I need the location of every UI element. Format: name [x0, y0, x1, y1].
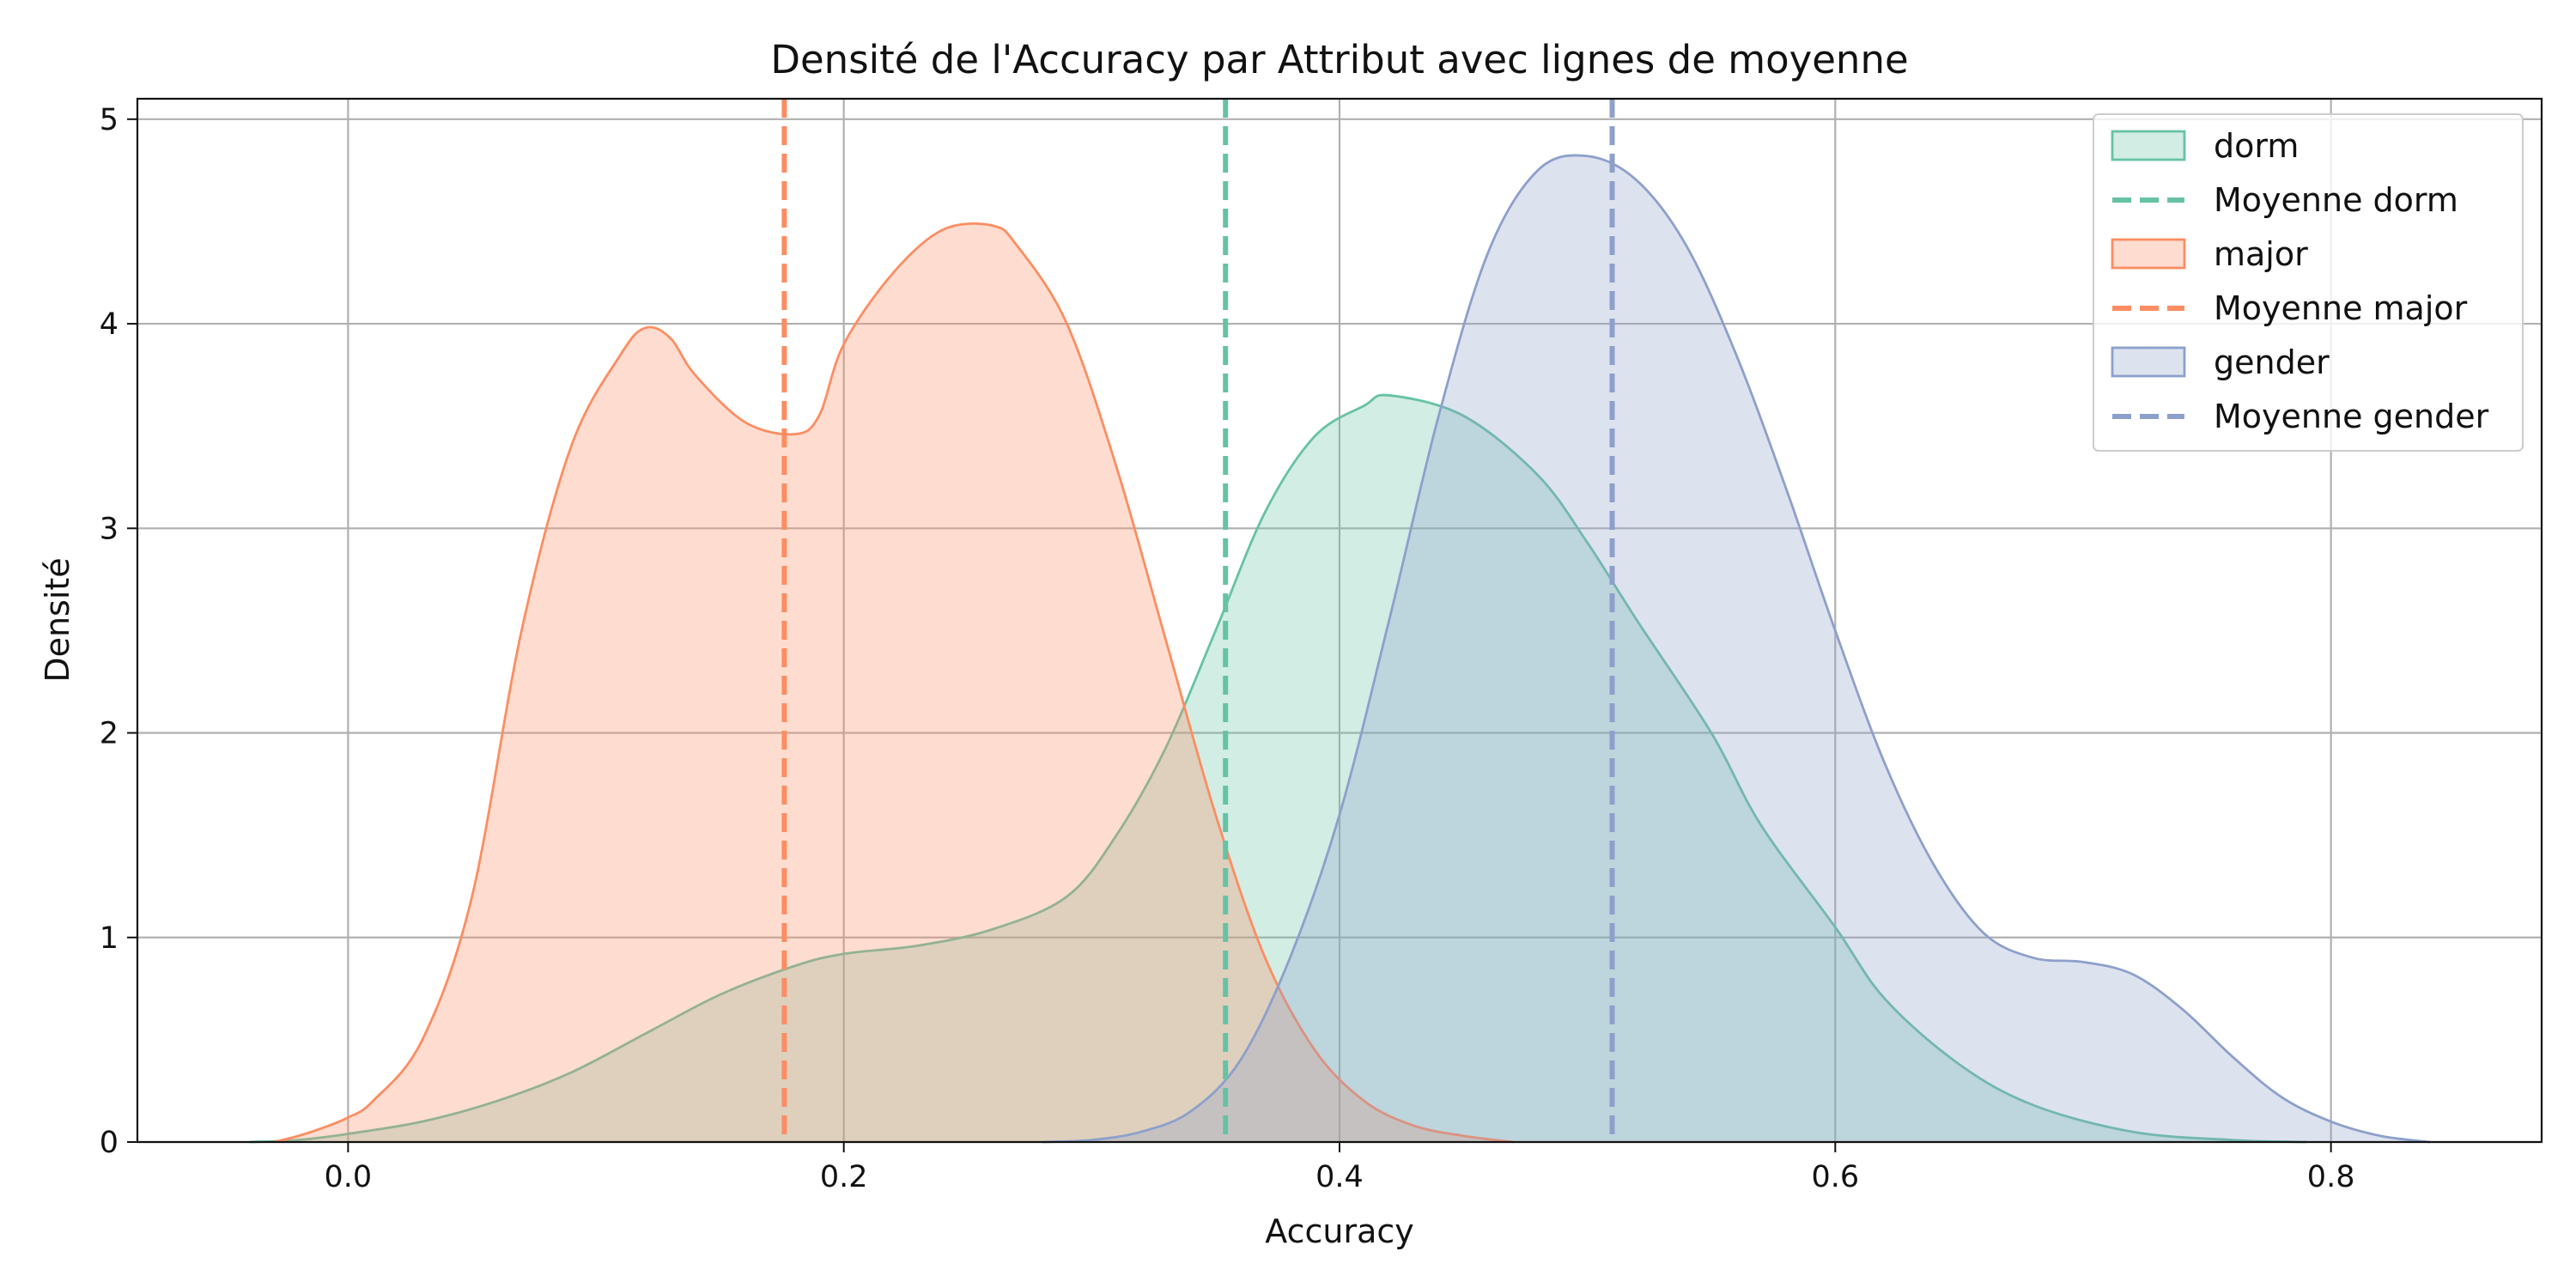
legend-mean-label-dorm: Moyenne dorm: [2214, 181, 2458, 219]
y-axis-label: Densité: [39, 557, 76, 682]
x-axis-label: Accuracy: [1265, 1212, 1414, 1250]
legend-swatch-dorm: [2111, 130, 2186, 161]
density-curve-gender: [1042, 154, 2431, 1144]
density-area-dorm: [248, 395, 2306, 1142]
y-tick-label: 0: [100, 1126, 118, 1160]
chart-title: Densité de l'Accuracy par Attribut avec …: [770, 37, 1908, 82]
mean-lines: [781, 99, 1615, 1142]
legend-label-gender: gender: [2214, 343, 2330, 381]
legend-label-major: major: [2214, 235, 2308, 273]
x-axis-ticks: 0.0 0.2 0.4 0.6 0.8: [325, 1142, 2355, 1194]
density-areas: [248, 154, 2431, 1144]
density-curve-major: [273, 222, 1514, 1144]
x-tick-label: 0.2: [820, 1160, 868, 1194]
legend-mean-label-major: Moyenne major: [2214, 289, 2468, 327]
y-tick-label: 2: [100, 717, 118, 751]
y-axis-ticks: 0 1 2 3 4 5: [100, 103, 137, 1160]
y-tick-label: 4: [100, 307, 118, 342]
density-area-major: [273, 223, 1514, 1142]
legend-label-dorm: dorm: [2214, 127, 2299, 165]
x-tick-label: 0.8: [2307, 1160, 2355, 1194]
density-curve-dorm: [248, 393, 2306, 1144]
y-tick-label: 3: [100, 512, 118, 546]
legend-swatch-major: [2111, 238, 2186, 270]
legend-box: [2093, 113, 2524, 452]
x-tick-label: 0.0: [325, 1160, 373, 1194]
x-tick-label: 0.6: [1811, 1160, 1859, 1194]
x-tick-label: 0.4: [1315, 1160, 1364, 1194]
legend-swatch-gender: [2111, 346, 2186, 378]
density-area-gender: [1042, 155, 2431, 1143]
y-tick-label: 1: [100, 921, 118, 956]
legend-mean-label-gender: Moyenne gender: [2214, 398, 2489, 435]
legend: dorm Moyenne dorm major Moyenne major gender…: [2093, 113, 2524, 452]
y-tick-label: 5: [100, 103, 118, 137]
